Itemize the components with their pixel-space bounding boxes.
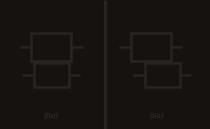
Bar (145, 63, 180, 87)
Text: (Sa): (Sa) (149, 112, 164, 120)
Bar (34, 63, 69, 87)
Bar (32, 33, 71, 61)
Text: (Ra): (Ra) (44, 112, 59, 120)
Bar (131, 33, 171, 61)
